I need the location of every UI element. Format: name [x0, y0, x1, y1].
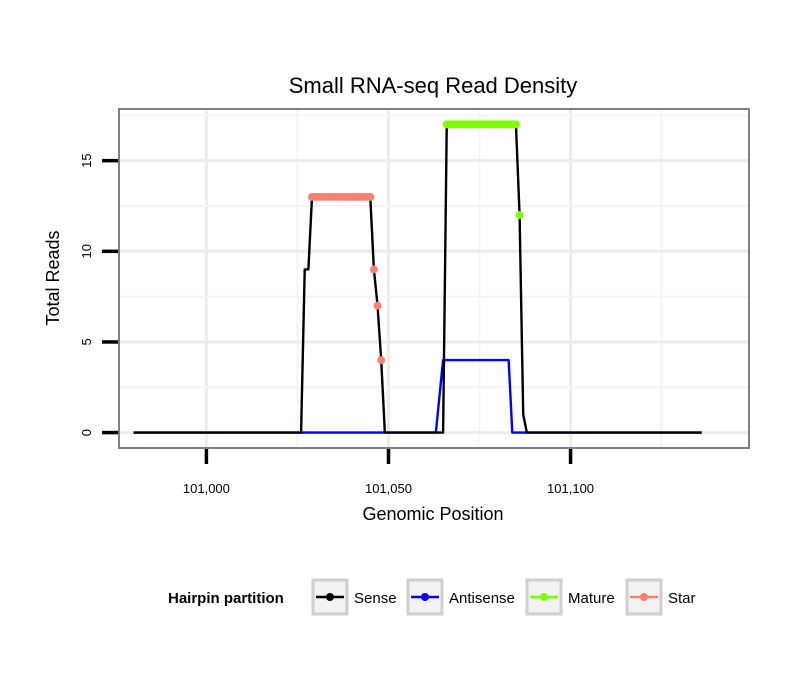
plot-panel: [119, 109, 749, 448]
legend-item-mature: Mature: [525, 578, 615, 616]
y-tick-label: 5: [79, 338, 94, 345]
x-tick-label: 101,050: [365, 481, 412, 496]
legend-label-star: Star: [668, 590, 696, 607]
legend-label-antisense: Antisense: [449, 590, 515, 607]
x-tick-label: 101,100: [547, 481, 594, 496]
data-point-star: [377, 356, 386, 365]
y-tick-label: 15: [79, 153, 94, 167]
legend-dot-sense: [326, 593, 334, 601]
plot-border: [118, 108, 750, 449]
legend-item-sense: Sense: [311, 578, 397, 616]
legend-entries: Sense Antisense Mature Star: [311, 578, 696, 616]
data-point-mature: [511, 120, 520, 129]
data-point-star: [369, 265, 378, 274]
y-tick-label: 10: [79, 244, 94, 258]
legend-item-antisense: Antisense: [406, 578, 515, 616]
x-axis-title: Genomic Position: [362, 504, 503, 524]
legend-dot-mature: [540, 593, 548, 601]
series-points: [308, 120, 524, 365]
data-point-star: [373, 301, 382, 310]
x-tick-label: 101,000: [183, 481, 230, 496]
legend-title: Hairpin partition: [168, 590, 284, 607]
x-axis: 101,000 101,050 101,100: [183, 449, 594, 496]
data-point-mature: [515, 211, 524, 220]
y-axis-title: Total Reads: [43, 230, 63, 325]
y-tick-label: 0: [79, 429, 94, 436]
legend-dot-star: [640, 593, 648, 601]
legend-label-mature: Mature: [568, 590, 615, 607]
legend-dot-antisense: [421, 593, 429, 601]
legend-item-star: Star: [625, 578, 696, 616]
data-point-star: [366, 192, 375, 201]
legend-label-sense: Sense: [354, 590, 397, 607]
chart-title: Small RNA-seq Read Density: [289, 73, 578, 98]
y-axis: 0 5 10 15: [79, 153, 118, 436]
legend: Hairpin partition Sense Antisense Mature St…: [168, 578, 696, 616]
